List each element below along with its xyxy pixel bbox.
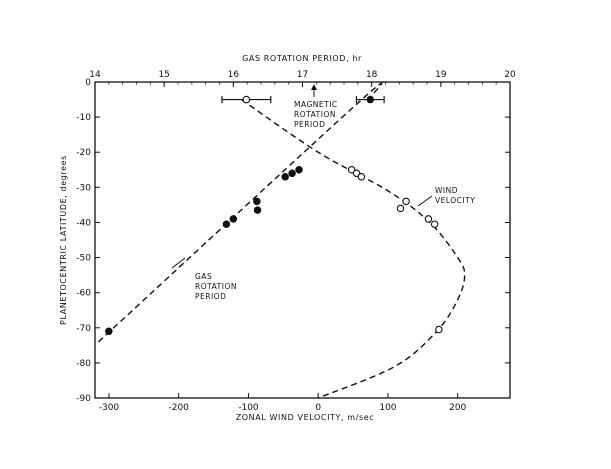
left-tick-label: -50 — [76, 254, 91, 264]
bottom-tick-label: -100 — [238, 403, 259, 413]
gas-label-line-2: ROTATION — [195, 282, 237, 291]
top-axis-title: GAS ROTATION PERIOD, hr — [242, 54, 362, 63]
wind-velocity-annotation: WIND VELOCITY — [417, 186, 475, 207]
left-tick-label: -80 — [76, 359, 91, 369]
left-axis-title: PLANETOCENTRIC LATITUDE, degrees — [59, 155, 68, 325]
bottom-tick-label: -200 — [168, 403, 189, 413]
wind-velocity-pointer — [417, 195, 433, 207]
left-tick-label: -60 — [76, 289, 91, 299]
left-tick-label: -10 — [76, 113, 91, 123]
wind-velocity-point — [347, 166, 356, 174]
gas-rotation-point — [366, 95, 375, 104]
bottom-tick-label: -300 — [99, 403, 120, 413]
gas-rotation-point — [229, 215, 238, 223]
wind-velocity-point — [352, 169, 361, 178]
gas-rotation-pointer — [171, 257, 186, 269]
bottom-tick-label: 100 — [379, 403, 396, 413]
wind-velocity-point — [396, 204, 405, 213]
gas-rotation-point — [105, 327, 113, 336]
top-tick-label: 17 — [297, 70, 308, 80]
gas-label-line-3: PERIOD — [195, 292, 226, 301]
top-tick-label: 16 — [228, 70, 240, 80]
top-tick-label: 18 — [366, 70, 378, 80]
wind-label-line-2: VELOCITY — [435, 196, 475, 205]
magnetic-label-line-1: MAGNETIC — [294, 100, 338, 109]
plot-frame — [94, 81, 511, 399]
wind-velocity-point — [357, 173, 366, 181]
gas-rotation-point — [295, 166, 303, 174]
left-axis-ticks: 0 -10 -20 -30 -40 -50 -60 -70 -80 -90 — [76, 78, 510, 404]
wind-velocity-point — [435, 325, 443, 334]
gas-rotation-point — [253, 197, 261, 206]
wind-velocity-point — [402, 197, 410, 206]
bottom-axis-ticks: -300 -200 -100 0 100 200 — [99, 393, 467, 413]
wind-velocity-curve — [241, 98, 466, 399]
left-tick-label: -70 — [76, 324, 91, 334]
top-axis-ticks: 14 15 16 17 18 19 20 — [89, 70, 516, 87]
dashed-curves — [97, 82, 466, 399]
gas-rotation-point — [281, 173, 289, 181]
gas-rotation-annotation: GAS ROTATION PERIOD — [171, 257, 237, 301]
gas-rotation-point — [288, 169, 296, 178]
wind-velocity-point — [424, 215, 433, 223]
gas-rotation-point — [222, 220, 231, 228]
magnetic-label-line-2: ROTATION — [294, 110, 336, 119]
gas-label-line-1: GAS — [195, 272, 212, 281]
top-tick-label: 14 — [89, 70, 101, 80]
left-tick-label: -90 — [76, 394, 91, 404]
top-tick-label: 19 — [435, 70, 447, 80]
left-tick-label: -40 — [76, 218, 91, 228]
data-markers — [105, 95, 443, 336]
magnetic-label-line-3: PERIOD — [294, 120, 325, 129]
top-tick-label: 15 — [158, 70, 169, 80]
gas-rotation-point — [253, 206, 262, 214]
wind-label-line-1: WIND — [435, 186, 458, 195]
wind-velocity-point — [430, 220, 439, 228]
bottom-axis-title: ZONAL WIND VELOCITY, m/sec — [236, 413, 375, 422]
bottom-tick-label: 0 — [315, 403, 321, 413]
top-tick-label: 20 — [504, 70, 516, 80]
left-tick-label: -20 — [76, 148, 91, 158]
left-tick-label: 0 — [85, 78, 91, 88]
left-tick-label: -30 — [76, 183, 91, 193]
gas-rotation-period-curve — [97, 82, 383, 343]
magnetic-rotation-annotation: MAGNETIC ROTATION PERIOD — [294, 84, 338, 129]
magnetic-rotation-arrowhead — [311, 84, 317, 90]
bottom-tick-label: 200 — [449, 403, 466, 413]
wind-velocity-point — [242, 95, 251, 104]
